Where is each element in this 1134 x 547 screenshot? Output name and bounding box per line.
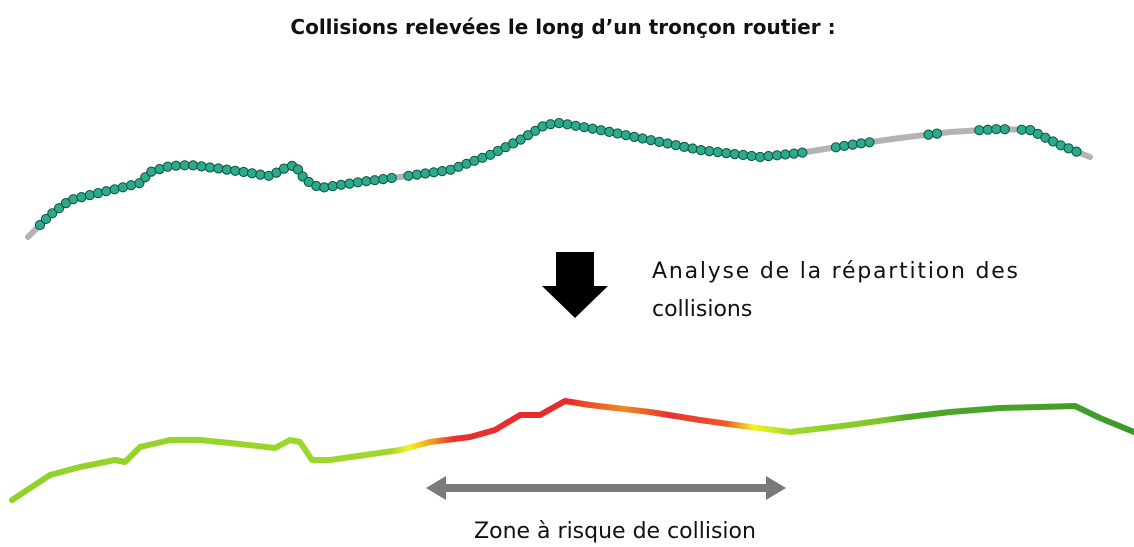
collision-dot [587,123,598,134]
collision-dot [595,125,607,136]
collision-dot [604,126,615,137]
collision-dot [117,182,129,193]
collision-dot [126,180,137,191]
collision-dot [411,169,422,180]
collision-dot [562,119,573,130]
collision-dot [982,124,993,135]
collision-dot [830,142,842,153]
collision-dot [68,194,79,205]
collision-dot [755,151,766,163]
collision-dot [47,208,58,219]
collision-dot [797,147,808,158]
zone-label: Zone à risque de collision [474,519,756,544]
collision-dot [579,122,590,133]
collision-dot [162,161,173,172]
collision-dot [654,136,665,147]
collision-dot [712,147,723,158]
collision-dot [570,120,581,131]
collision-dot [721,148,732,159]
collision-dot [554,118,565,129]
zone-arrow [426,476,786,500]
collision-dot [230,165,241,176]
collision-dot [864,137,875,148]
collision-dot [999,124,1010,135]
down-arrow [542,252,608,318]
collision-dot [361,176,372,187]
collision-dot [746,150,757,162]
collision-dot [179,160,190,171]
collision-dot [670,140,682,151]
collision-dot [255,169,266,180]
collision-dot [695,145,707,156]
collision-dot [729,149,740,160]
collision-dot [530,125,541,136]
collision-dot [437,166,448,177]
road-risk [9,398,1134,503]
collision-dot [687,143,698,154]
collision-dot [378,174,389,185]
collision-dot [246,168,258,179]
collision-dot [662,138,673,149]
collision-dot [352,177,363,188]
collision-dot [171,160,182,171]
collision-dot [847,139,858,150]
collision-dot [319,182,330,193]
collision-dot [327,181,338,192]
collision-dot [991,124,1002,135]
collision-dot [428,167,439,178]
collision-dot [974,125,985,136]
collision-dot [84,190,95,201]
collision-dot [369,175,380,186]
collision-dot [620,130,632,141]
collision-dot [188,160,199,171]
collision-dot [292,164,304,175]
collision-dot [704,146,715,157]
collision-dot [204,162,215,173]
collision-dot [923,129,934,140]
collision-dot [420,168,431,179]
collision-dot [101,186,112,197]
collision-dot [336,179,347,190]
collision-dot [109,184,120,195]
collision-points [34,118,1082,231]
collision-dot [629,131,640,142]
collision-dot [1016,124,1027,135]
collision-dot [238,166,249,178]
collision-dot [788,148,800,159]
analysis-line: Analyse de la répartition des [652,259,1018,284]
collision-dot [34,219,46,231]
collision-dot [738,149,749,161]
collision-dot [54,203,65,214]
analysis-line: collisions [652,297,752,322]
collision-dot [612,128,623,139]
collision-dot [763,151,774,162]
collision-dot [134,178,145,189]
collision-dot [40,213,52,225]
title: Collisions relevées le long d’un tronçon… [290,15,835,39]
collision-dot [545,119,556,130]
collision-dot [386,172,397,184]
collision-dot [515,134,526,145]
collision-dot [76,192,87,203]
collision-dot [839,140,850,151]
collision-dot [221,164,232,175]
collision-dot [213,163,224,174]
collision-dot [856,138,867,149]
collision-dot [637,133,648,144]
collision-dot [403,170,414,181]
collision-dot [931,128,943,139]
road-raw [25,120,1093,240]
collision-dot [196,161,207,172]
collision-dot [780,149,791,160]
collision-dot [344,178,355,189]
collision-dot [645,135,657,146]
collision-dot [93,188,104,199]
collision-dot [679,141,690,152]
collision-dot [771,150,783,161]
collision-dot [522,130,534,141]
collision-dot [1071,146,1082,157]
